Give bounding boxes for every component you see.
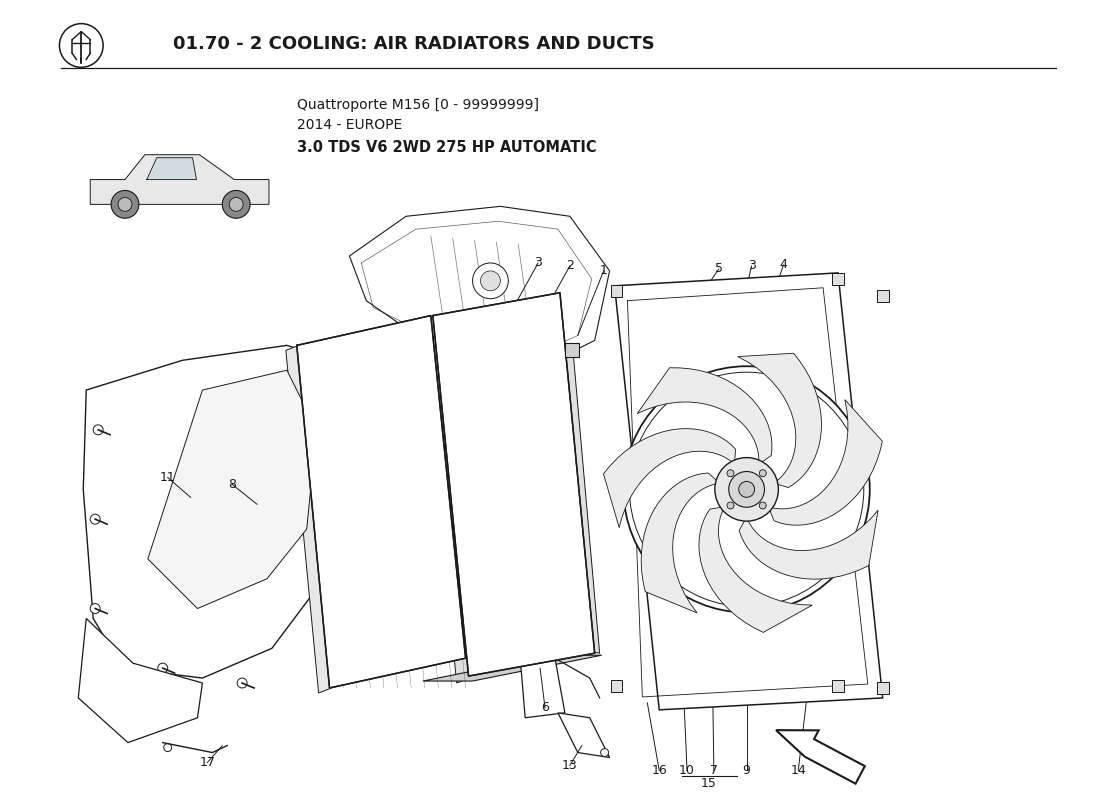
Text: Quattroporte M156 [0 - 99999999]: Quattroporte M156 [0 - 99999999] bbox=[297, 98, 539, 112]
Text: 2: 2 bbox=[565, 259, 574, 273]
Circle shape bbox=[715, 458, 779, 521]
Bar bbox=[832, 273, 844, 285]
Polygon shape bbox=[421, 315, 471, 683]
Polygon shape bbox=[84, 346, 340, 678]
Circle shape bbox=[727, 470, 734, 477]
Text: 01.70 - 2 COOLING: AIR RADIATORS AND DUCTS: 01.70 - 2 COOLING: AIR RADIATORS AND DUC… bbox=[173, 35, 654, 54]
Polygon shape bbox=[520, 658, 565, 718]
Text: 3: 3 bbox=[748, 259, 756, 273]
Circle shape bbox=[473, 263, 508, 298]
Polygon shape bbox=[637, 368, 772, 464]
Text: 10: 10 bbox=[679, 764, 695, 777]
Bar bbox=[565, 343, 579, 358]
Text: 15: 15 bbox=[701, 777, 717, 790]
Circle shape bbox=[238, 678, 248, 688]
Bar bbox=[610, 483, 623, 495]
Text: 3: 3 bbox=[535, 257, 542, 270]
Bar bbox=[832, 483, 844, 495]
Polygon shape bbox=[422, 655, 602, 681]
Polygon shape bbox=[776, 730, 865, 784]
Circle shape bbox=[739, 482, 755, 498]
Text: 7: 7 bbox=[710, 764, 718, 777]
Text: 11: 11 bbox=[160, 471, 176, 484]
Polygon shape bbox=[350, 206, 609, 355]
Polygon shape bbox=[147, 370, 317, 609]
Polygon shape bbox=[146, 158, 197, 179]
Circle shape bbox=[601, 749, 608, 757]
Text: 13: 13 bbox=[562, 759, 578, 772]
Text: 16: 16 bbox=[651, 764, 667, 777]
Circle shape bbox=[90, 603, 100, 614]
Circle shape bbox=[118, 198, 132, 211]
Text: 14: 14 bbox=[791, 764, 806, 777]
Polygon shape bbox=[78, 618, 202, 742]
Polygon shape bbox=[432, 293, 595, 676]
Polygon shape bbox=[615, 273, 882, 710]
Polygon shape bbox=[698, 506, 812, 632]
Circle shape bbox=[759, 470, 767, 477]
Circle shape bbox=[157, 663, 167, 673]
Text: 2014 - EUROPE: 2014 - EUROPE bbox=[297, 118, 402, 132]
Bar bbox=[610, 285, 623, 297]
Text: 6: 6 bbox=[541, 702, 549, 714]
Circle shape bbox=[728, 471, 764, 507]
Polygon shape bbox=[429, 314, 471, 658]
Polygon shape bbox=[641, 473, 719, 613]
Circle shape bbox=[481, 271, 500, 290]
Circle shape bbox=[727, 502, 734, 509]
Text: 8: 8 bbox=[228, 478, 236, 491]
Text: 5: 5 bbox=[715, 262, 723, 275]
Circle shape bbox=[90, 514, 100, 524]
Polygon shape bbox=[739, 510, 878, 579]
Polygon shape bbox=[286, 346, 331, 693]
Circle shape bbox=[624, 366, 870, 613]
Circle shape bbox=[94, 425, 103, 434]
Bar bbox=[877, 682, 889, 694]
Text: 3.0 TDS V6 2WD 275 HP AUTOMATIC: 3.0 TDS V6 2WD 275 HP AUTOMATIC bbox=[297, 140, 596, 155]
Circle shape bbox=[629, 372, 864, 606]
Circle shape bbox=[164, 743, 172, 751]
Polygon shape bbox=[604, 429, 736, 528]
Text: 1: 1 bbox=[600, 265, 607, 278]
Text: 9: 9 bbox=[742, 764, 750, 777]
Text: 17: 17 bbox=[199, 756, 216, 769]
Polygon shape bbox=[738, 354, 822, 487]
Polygon shape bbox=[90, 154, 270, 204]
Circle shape bbox=[759, 502, 767, 509]
Polygon shape bbox=[297, 315, 465, 688]
Circle shape bbox=[229, 198, 243, 211]
Polygon shape bbox=[558, 713, 609, 758]
Bar bbox=[610, 680, 623, 692]
Polygon shape bbox=[769, 399, 882, 525]
Bar bbox=[877, 290, 889, 302]
Circle shape bbox=[222, 190, 250, 218]
Circle shape bbox=[111, 190, 139, 218]
Text: 4: 4 bbox=[780, 258, 788, 271]
Polygon shape bbox=[558, 290, 600, 654]
Bar bbox=[832, 680, 844, 692]
